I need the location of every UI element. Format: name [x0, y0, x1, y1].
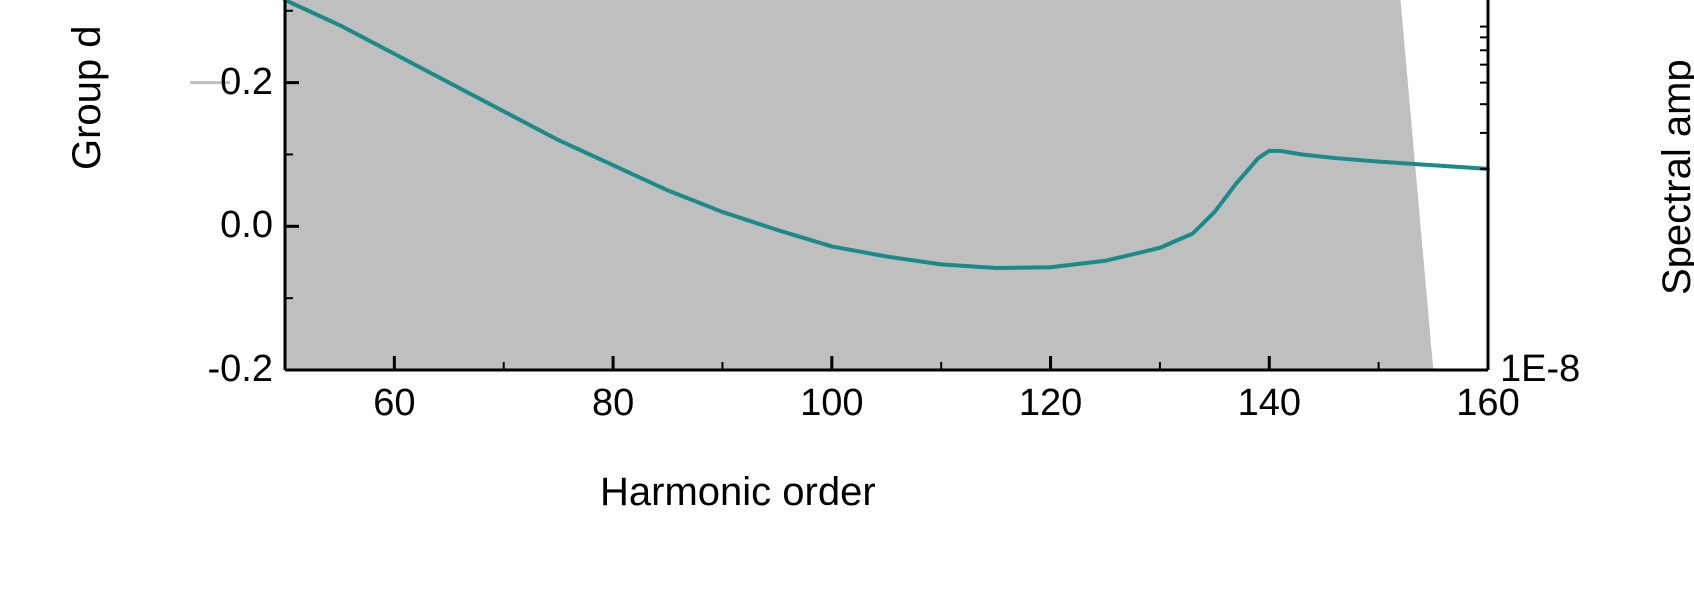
x-tick-label: 100 [800, 382, 863, 425]
y-left-tick-label: 0.2 [220, 61, 273, 104]
x-tick-label: 80 [592, 382, 634, 425]
chart-container: Group d Spectral amp Harmonic order -0.2… [0, 0, 1694, 595]
x-tick-label: 160 [1456, 382, 1519, 425]
y-left-tick-label: 0.0 [220, 204, 273, 247]
x-tick-label: 140 [1238, 382, 1301, 425]
x-tick-label: 120 [1019, 382, 1082, 425]
spectral-amplitude-fill [285, 0, 1488, 370]
y-left-tick-label: -0.2 [208, 348, 273, 391]
x-tick-label: 60 [373, 382, 415, 425]
